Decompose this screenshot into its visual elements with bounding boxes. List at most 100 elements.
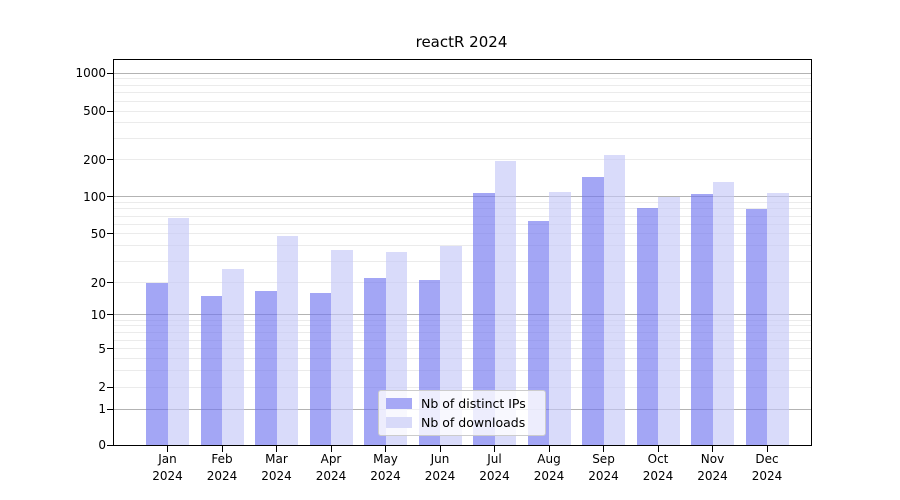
x-axis-tick — [494, 446, 495, 452]
gridline-major — [114, 196, 811, 198]
x-tick-month: Aug — [537, 452, 561, 466]
gridline-minor — [114, 110, 811, 112]
bar-downloads-sep — [603, 155, 625, 445]
x-tick-year: 2024 — [370, 468, 401, 483]
y-axis-tick-label: 10 — [90, 307, 106, 322]
gridline-major — [114, 314, 811, 316]
x-tick-month: Apr — [320, 452, 342, 466]
bar-distinct-ips-jul — [473, 192, 495, 445]
bar-distinct-ips-feb — [200, 296, 222, 445]
bar-distinct-ips-apr — [309, 293, 331, 445]
x-tick-year: 2024 — [424, 468, 456, 483]
bar-distinct-ips-jan — [146, 283, 168, 445]
x-axis-tick-label: Sep 2024 — [572, 451, 636, 484]
legend-label-distinct-ips: Nb of distinct IPs — [421, 396, 526, 411]
y-axis-tick-label: 5 — [98, 341, 106, 356]
bar-downloads-dec — [767, 193, 789, 445]
x-tick-month: Nov — [700, 452, 725, 466]
x-axis-tick — [766, 446, 768, 452]
x-tick-year: 2024 — [533, 468, 565, 483]
x-axis-tick — [603, 446, 604, 452]
gridline-minor — [114, 348, 811, 350]
legend: Nb of distinct IPs Nb of downloads — [378, 390, 546, 436]
x-tick-year: 2024 — [261, 468, 292, 483]
y-axis-tick — [107, 110, 113, 112]
gridline-minor — [114, 84, 811, 86]
x-tick-month: May — [373, 452, 398, 466]
x-tick-year: 2024 — [315, 468, 347, 483]
gridline-minor — [114, 208, 811, 210]
y-axis-tick-label: 200 — [83, 152, 106, 167]
x-axis-tick-label: Jan 2024 — [136, 451, 200, 484]
gridline-minor — [114, 369, 811, 371]
gridline-minor — [114, 215, 811, 217]
x-axis-tick — [385, 446, 386, 452]
y-axis-tick — [107, 386, 113, 388]
y-axis-tick — [107, 72, 113, 74]
gridline-minor — [114, 260, 811, 262]
legend-swatch-downloads — [386, 417, 412, 428]
x-axis-tick — [712, 446, 713, 452]
bar-downloads-nov — [712, 182, 734, 445]
bar-downloads-jan — [167, 218, 189, 445]
legend-swatch-distinct-ips — [386, 398, 412, 409]
gridline-minor — [114, 122, 811, 124]
y-axis-tick — [107, 233, 113, 235]
y-axis-tick — [107, 196, 113, 198]
gridline-minor — [114, 202, 811, 204]
x-axis-tick-label: Nov 2024 — [681, 451, 745, 484]
bar-downloads-aug — [549, 191, 571, 445]
x-axis-tick-label: Oct 2024 — [626, 451, 690, 484]
legend-item-distinct-ips: Nb of distinct IPs — [386, 396, 545, 411]
x-tick-year: 2024 — [642, 468, 674, 483]
x-tick-month: Sep — [592, 452, 615, 466]
x-tick-year: 2024 — [751, 468, 783, 483]
bar-distinct-ips-mar — [255, 290, 277, 445]
x-tick-year: 2024 — [588, 468, 619, 483]
bar-distinct-ips-dec — [745, 208, 767, 445]
x-tick-year: 2024 — [206, 468, 238, 483]
gridline-minor — [114, 319, 811, 321]
bar-distinct-ips-oct — [636, 207, 658, 445]
x-tick-year: 2024 — [697, 468, 728, 483]
x-axis-tick — [548, 446, 550, 452]
chart-title: reactR 2024 — [415, 33, 508, 51]
y-axis-tick-label: 1 — [98, 402, 106, 416]
gridline-minor — [114, 357, 811, 359]
x-axis-tick-label: May 2024 — [354, 451, 418, 484]
bar-distinct-ips-sep — [582, 177, 604, 445]
x-axis-tick-label: Mar 2024 — [245, 451, 309, 484]
y-axis-tick-label: 50 — [90, 226, 106, 241]
gridline-minor — [114, 331, 811, 333]
x-axis-tick — [330, 446, 332, 452]
gridline-minor — [114, 223, 811, 225]
x-axis-tick-label: Jun 2024 — [408, 451, 472, 484]
x-tick-month: Mar — [265, 452, 288, 466]
x-axis-tick — [167, 446, 168, 452]
bar-downloads-oct — [658, 196, 680, 445]
gridline-minor — [114, 245, 811, 247]
gridline-minor — [114, 78, 811, 80]
gridline-major — [114, 72, 811, 74]
y-axis-tick-label: 0 — [98, 438, 106, 452]
gridline-minor — [114, 282, 811, 284]
y-axis-tick-label: 100 — [83, 189, 106, 204]
y-axis-tick-label: 20 — [90, 275, 106, 290]
x-axis-tick — [657, 446, 659, 452]
gridline-minor — [114, 386, 811, 388]
y-axis-tick — [107, 444, 113, 446]
gridline-minor — [114, 339, 811, 341]
x-axis-tick-label: Dec 2024 — [735, 451, 799, 484]
bar-downloads-jul — [494, 160, 516, 445]
plot-area: 0 1 2 5 10 20 50 100 200 500 1000 Jan 2024 Feb 2024 Mar… — [75, 59, 812, 483]
x-axis-tick — [276, 446, 277, 452]
y-axis-tick — [107, 282, 113, 284]
y-axis-tick — [107, 348, 113, 350]
y-axis-tick — [107, 408, 113, 410]
x-axis-tick-label: Aug 2024 — [517, 451, 581, 484]
x-tick-year: 2024 — [479, 468, 510, 483]
x-tick-month: Jan — [158, 452, 177, 466]
x-axis-tick — [221, 446, 223, 452]
x-tick-month: Jul — [487, 452, 502, 466]
x-axis-tick — [439, 446, 441, 452]
